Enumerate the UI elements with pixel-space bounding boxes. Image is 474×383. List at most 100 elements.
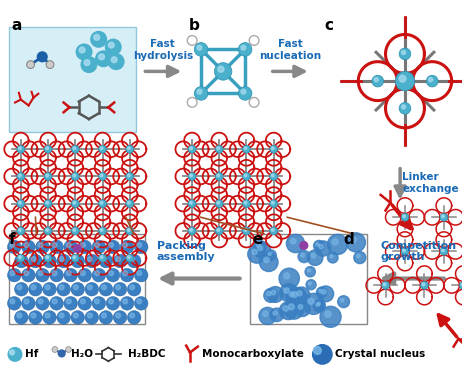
Circle shape [9,350,15,355]
Circle shape [8,296,21,310]
Circle shape [188,145,196,153]
Circle shape [52,347,58,352]
Circle shape [308,298,314,304]
Text: Competition
growth: Competition growth [381,241,457,262]
Circle shape [64,296,77,310]
Circle shape [244,201,247,204]
Circle shape [340,298,344,302]
Circle shape [94,271,100,276]
Circle shape [243,200,250,208]
Circle shape [215,172,223,180]
Circle shape [374,78,378,82]
Circle shape [17,145,25,153]
Circle shape [298,250,310,263]
Circle shape [99,227,107,235]
Circle shape [44,200,52,208]
Circle shape [283,306,289,311]
Circle shape [308,250,323,265]
Text: Packing
assembly: Packing assembly [157,241,216,262]
Circle shape [128,282,141,296]
Circle shape [314,241,324,251]
Circle shape [100,229,103,231]
Circle shape [401,213,409,221]
Circle shape [271,201,274,204]
Circle shape [442,249,444,252]
Circle shape [59,313,64,318]
Circle shape [317,302,320,305]
Circle shape [328,234,347,254]
Circle shape [43,254,56,268]
Text: H₂O: H₂O [72,349,93,359]
Circle shape [401,105,406,109]
Circle shape [126,172,134,180]
Circle shape [99,54,104,60]
Circle shape [18,147,21,150]
Circle shape [128,201,130,204]
Circle shape [100,147,103,150]
Circle shape [128,229,130,231]
Circle shape [116,313,120,318]
Circle shape [79,47,85,53]
Circle shape [37,52,47,62]
Circle shape [46,256,48,259]
Circle shape [268,252,271,255]
Circle shape [137,242,142,247]
Circle shape [73,313,78,318]
Circle shape [428,78,433,82]
Circle shape [65,347,72,352]
Circle shape [218,66,224,72]
Circle shape [256,243,260,247]
Circle shape [99,311,113,324]
Circle shape [284,288,289,293]
Circle shape [258,246,263,250]
Circle shape [315,300,325,310]
Circle shape [106,268,120,282]
Circle shape [279,268,300,288]
Circle shape [303,293,324,314]
Circle shape [81,57,97,72]
Circle shape [109,242,113,247]
Circle shape [24,271,29,276]
Circle shape [328,252,338,263]
Circle shape [238,87,252,100]
Circle shape [88,257,92,262]
Circle shape [332,239,338,245]
Circle shape [321,290,326,294]
Circle shape [52,242,57,247]
Circle shape [271,174,274,177]
Circle shape [45,285,50,290]
Circle shape [31,313,36,318]
Circle shape [267,286,283,302]
Circle shape [354,252,366,264]
Circle shape [24,299,29,304]
Circle shape [85,311,99,324]
Circle shape [18,201,21,204]
Circle shape [313,300,325,312]
Circle shape [88,285,92,290]
Circle shape [92,268,106,282]
Circle shape [78,268,91,282]
Circle shape [71,282,84,296]
Circle shape [22,268,35,282]
Circle shape [280,284,298,302]
Circle shape [264,257,269,263]
Circle shape [22,296,35,310]
Circle shape [99,200,107,208]
Circle shape [58,350,65,357]
Circle shape [17,227,25,235]
Circle shape [270,172,278,180]
Circle shape [73,201,76,204]
Circle shape [217,174,219,177]
Circle shape [43,311,56,324]
Circle shape [128,256,130,259]
Circle shape [248,245,266,263]
Circle shape [73,229,76,231]
Circle shape [81,271,85,276]
Circle shape [66,299,71,304]
Circle shape [36,240,49,254]
Circle shape [287,287,307,307]
Circle shape [28,254,42,268]
Circle shape [286,288,301,304]
Circle shape [254,242,271,259]
Circle shape [106,296,120,310]
